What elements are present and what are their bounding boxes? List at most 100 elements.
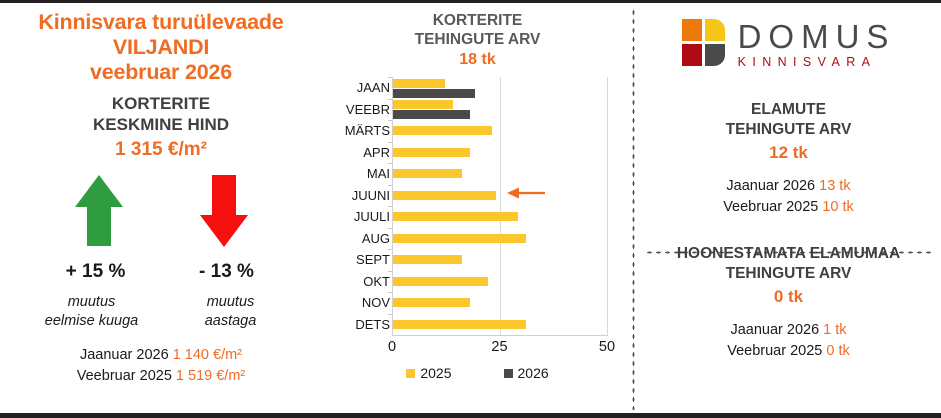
change-captions: muutus eelmise kuuga muutus aastaga — [0, 293, 322, 331]
vertical-dotted-divider — [632, 8, 635, 410]
subtitle-line-1: KORTERITE — [111, 94, 211, 113]
monthly-change-percent: + 15 % — [65, 261, 126, 282]
axis-tick — [388, 120, 392, 121]
history-value: 1 140 €/m² — [172, 347, 243, 363]
bar-2025 — [393, 78, 445, 88]
bar-group — [393, 206, 518, 228]
axis-tick — [388, 184, 392, 186]
category-label: APR — [363, 144, 390, 160]
block-title-line-1: ELAMUTE — [751, 101, 826, 118]
axis-tick — [388, 270, 392, 272]
list-item: Jaanuar 2026 13 tk — [636, 176, 941, 197]
x-tick-label: 50 — [598, 339, 616, 355]
category-label: AUG — [361, 230, 390, 246]
bar-group — [393, 99, 471, 121]
history-label: Veebruar 2025 — [727, 343, 823, 359]
bar-2026 — [393, 110, 471, 119]
chart-bar-row: AUG — [322, 227, 633, 250]
history-value: 0 tk — [826, 343, 850, 359]
side-stats-panel: DOMUS KINNISVARA ELAMUTE TEHINGUTE ARV 1… — [636, 4, 941, 414]
axis-tick — [388, 249, 392, 250]
apartment-transactions-chart: KORTERITE TEHINGUTE ARV 18 tk JAAN VEEBR M… — [322, 4, 633, 414]
category-label: NOV — [361, 295, 390, 310]
x-tick-label: 25 — [491, 339, 508, 355]
chart-bar-row: JUUNI — [322, 184, 633, 207]
legend-label: 2026 — [517, 365, 549, 381]
block-history-list: Jaanuar 2026 13 tk Veebruar 2025 10 tk — [636, 176, 941, 218]
x-tick-label: 0 — [387, 339, 397, 355]
block-title: HOONESTAMATA ELAMUMAA TEHINGUTE ARV — [636, 244, 941, 284]
history-value: 1 tk — [823, 322, 847, 338]
change-percentages: + 15 % - 13 % — [0, 261, 322, 283]
gridline-25 — [500, 77, 501, 335]
yearly-change-caption: muutus aastaga — [161, 293, 300, 331]
bar-2025 — [393, 147, 471, 157]
x-axis — [392, 335, 608, 336]
category-label: JUUNI — [351, 187, 390, 203]
chart-bar-row: SEPT — [322, 249, 633, 271]
chart-bar-row: MAI — [322, 163, 633, 185]
price-history-list: Jaanuar 2026 1 140 €/m² Veebruar 2025 1 … — [0, 345, 322, 387]
title-line-2: VILJANDI — [112, 35, 210, 59]
monthly-change-caption: muutus eelmise kuuga — [22, 293, 161, 331]
down-arrow-icon — [194, 175, 254, 247]
up-arrow-icon — [69, 175, 129, 247]
axis-tick — [388, 292, 392, 293]
history-value: 10 tk — [822, 199, 854, 215]
chart-plot-area: JAAN VEEBR MÄRTS APR MAI JUUNI JUULI AUG SEPT OKT… — [322, 77, 633, 381]
chart-bar-row: JUULI — [322, 206, 633, 228]
block-history-list: Jaanuar 2026 1 tk Veebruar 2025 0 tk — [636, 320, 941, 362]
bar-2025 — [393, 100, 454, 109]
chart-title-line-1: KORTERITE — [432, 12, 523, 29]
bar-2025 — [393, 126, 492, 135]
bar-2026 — [393, 88, 475, 98]
list-item: Jaanuar 2026 1 tk — [636, 320, 941, 341]
chart-bar-rows: JAAN VEEBR MÄRTS APR MAI JUUNI JUULI AUG SEPT OKT… — [322, 77, 633, 335]
chart-bar-row: JAAN — [322, 77, 633, 99]
chart-title-line-2: TEHINGUTE ARV — [414, 31, 541, 48]
houses-transactions-block: ELAMUTE TEHINGUTE ARV 12 tk Jaanuar 2026… — [636, 100, 941, 218]
history-value: 1 519 €/m² — [175, 368, 246, 384]
title-line-1: Kinnisvara turuülevaade — [38, 10, 284, 34]
chart-bar-row: MÄRTS — [322, 120, 633, 142]
subtitle-line-2: KESKMINE HIND — [92, 115, 229, 134]
chart-headline-value: 18 tk — [459, 51, 496, 68]
bar-2025 — [393, 319, 527, 329]
bar-2025 — [393, 276, 488, 286]
bar-group — [393, 292, 471, 314]
category-label: DETS — [355, 316, 390, 332]
yearly-caption-line-2: aastaga — [204, 313, 257, 329]
axis-tick — [388, 141, 392, 143]
list-item: Jaanuar 2026 1 140 €/m² — [0, 345, 322, 366]
bar-group — [393, 314, 527, 336]
axis-tick — [388, 227, 392, 229]
history-label: Veebruar 2025 — [76, 368, 172, 384]
list-item: Veebruar 2025 0 tk — [636, 341, 941, 362]
axis-tick — [388, 206, 392, 207]
list-item: Veebruar 2025 1 519 €/m² — [0, 366, 322, 387]
legend-item-2026: 2026 — [503, 365, 549, 381]
bar-group — [393, 77, 475, 99]
bar-group — [393, 271, 488, 293]
legend-swatch-icon — [406, 368, 416, 378]
history-label: Jaanuar 2026 — [79, 347, 169, 363]
history-label: Jaanuar 2026 — [726, 178, 816, 194]
bar-group — [393, 163, 462, 185]
bar-2025 — [393, 169, 462, 178]
block-title-line-2: TEHINGUTE ARV — [725, 121, 852, 138]
category-label: VEEBR — [345, 101, 390, 117]
bar-group — [393, 185, 497, 207]
category-label: OKT — [363, 273, 390, 289]
top-border — [0, 0, 941, 3]
chart-bar-row: APR — [322, 141, 633, 164]
bar-2025 — [393, 190, 497, 200]
bar-2025 — [393, 255, 462, 264]
change-arrows — [0, 175, 322, 247]
land-transactions-block: HOONESTAMATA ELAMUMAA TEHINGUTE ARV 0 tk… — [636, 244, 941, 362]
logo-tagline: KINNISVARA — [737, 54, 877, 69]
legend-item-2025: 2025 — [406, 365, 452, 381]
category-label: JUULI — [353, 209, 390, 224]
category-label: MÄRTS — [344, 123, 390, 138]
block-title-line-1: HOONESTAMATA ELAMUMAA — [676, 245, 901, 262]
